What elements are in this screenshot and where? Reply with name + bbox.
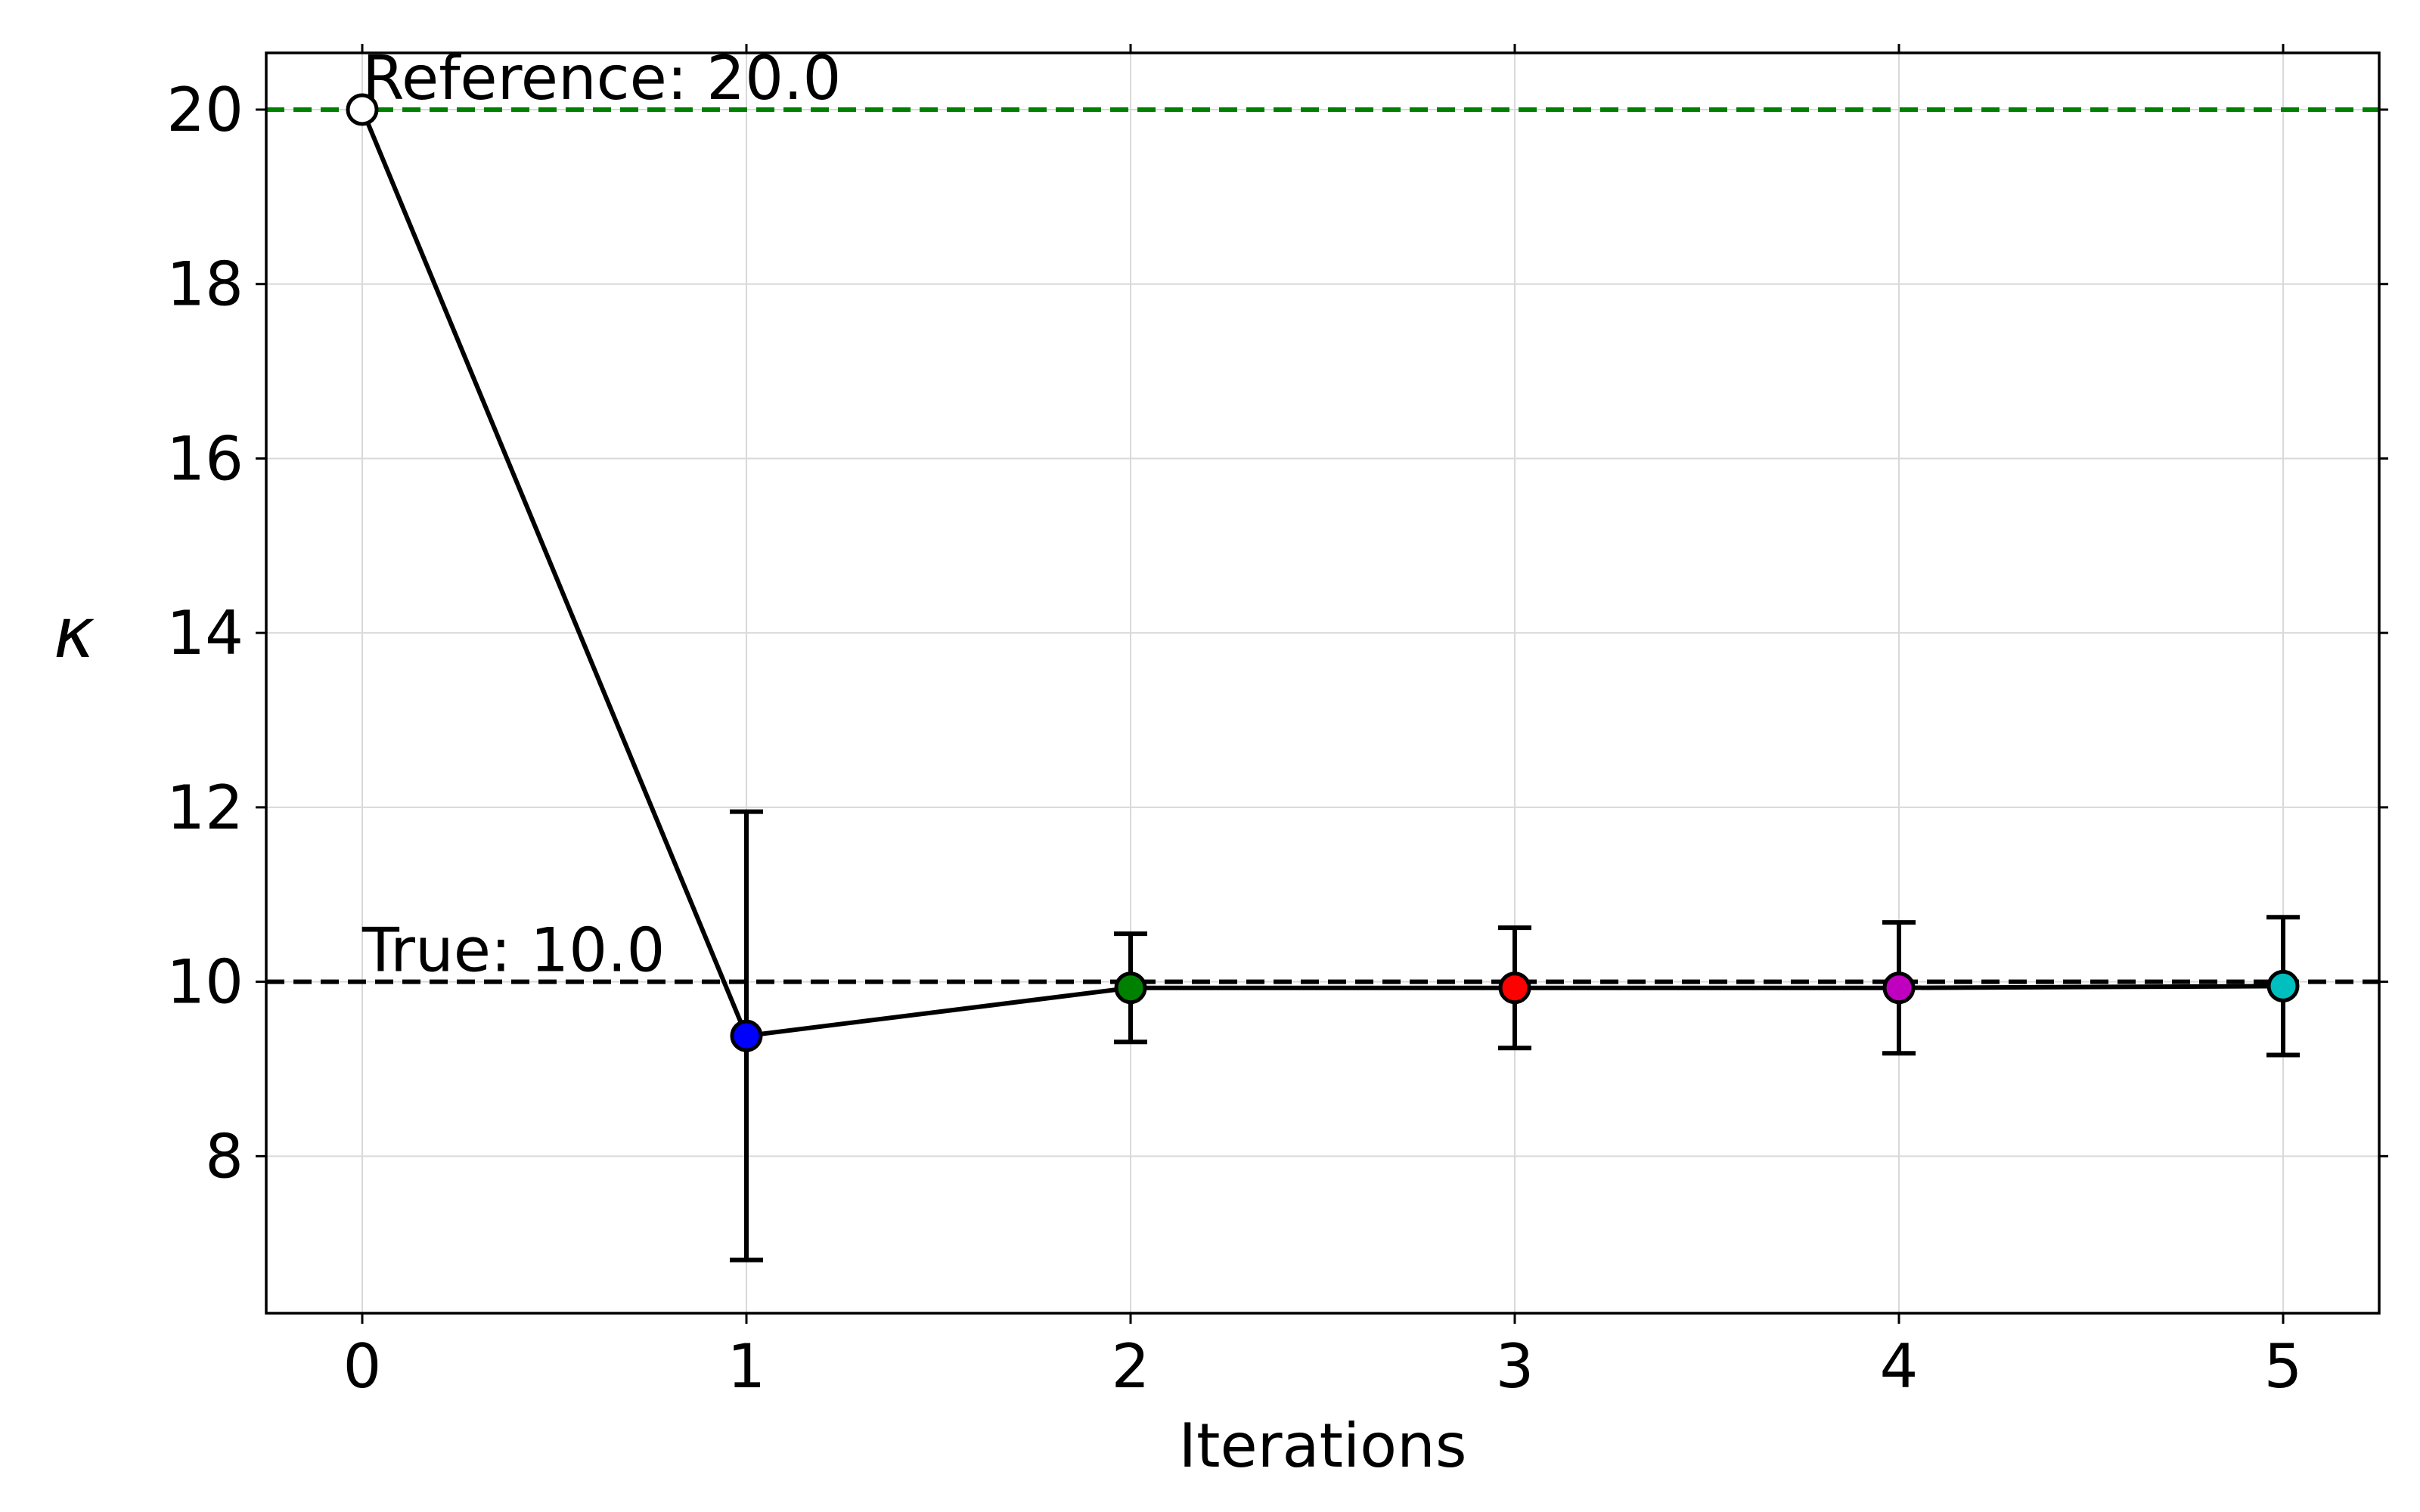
reference-line-annotation: Reference: 20.0 bbox=[362, 43, 841, 113]
y-tick-label: 18 bbox=[166, 249, 244, 320]
y-tick-label: 8 bbox=[205, 1121, 244, 1191]
reference-lines: Reference: 20.0 True: 10.0 bbox=[266, 43, 2379, 986]
x-tick-label: 2 bbox=[1112, 1331, 1150, 1402]
true-value-line-annotation: True: 10.0 bbox=[361, 916, 665, 986]
data-point-marker bbox=[346, 93, 379, 126]
data-point-marker bbox=[1114, 971, 1147, 1005]
plot-area-frame bbox=[265, 51, 2381, 1315]
x-tick-label: 5 bbox=[2264, 1331, 2303, 1402]
x-tick-label: 3 bbox=[1496, 1331, 1534, 1402]
y-tick-label: 14 bbox=[166, 598, 244, 668]
x-tick-label: 0 bbox=[343, 1331, 382, 1402]
data-point-marker bbox=[2266, 969, 2300, 1002]
data-point-marker bbox=[1882, 971, 1916, 1005]
y-tick-label: 20 bbox=[166, 75, 244, 145]
axis-labels: Iterations κ bbox=[54, 593, 1467, 1481]
y-tick-label: 10 bbox=[166, 947, 244, 1018]
data-point-marker bbox=[730, 1019, 763, 1052]
grid-lines bbox=[266, 53, 2379, 1313]
y-tick-label: 16 bbox=[166, 423, 244, 494]
x-tick-label: 4 bbox=[1880, 1331, 1919, 1402]
data-point-marker bbox=[1498, 971, 1531, 1005]
x-axis-label: Iterations bbox=[1178, 1411, 1466, 1481]
series-line bbox=[360, 108, 2284, 1039]
y-axis-label: κ bbox=[54, 593, 95, 674]
x-tick-label: 1 bbox=[728, 1331, 766, 1402]
data-series bbox=[346, 93, 2300, 1263]
y-tick-label: 12 bbox=[166, 773, 244, 843]
